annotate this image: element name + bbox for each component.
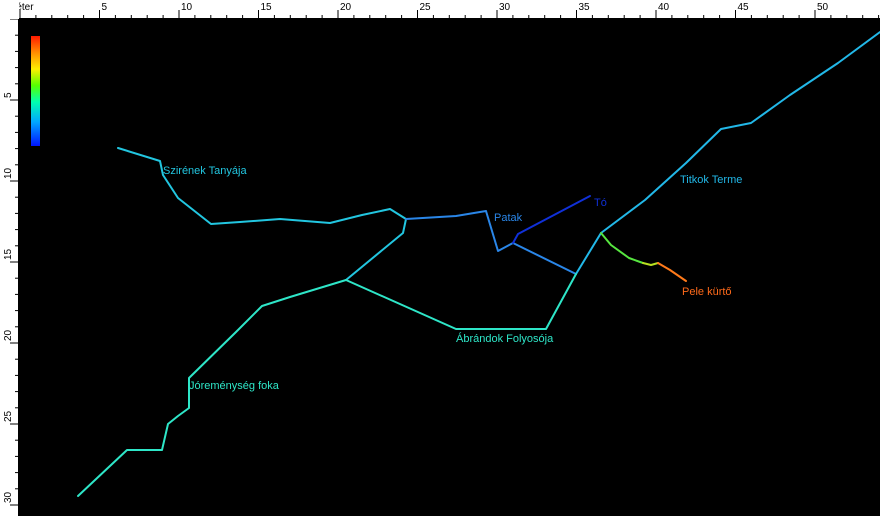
label-titkok: Titkok Terme	[680, 174, 742, 186]
label-patak: Patak	[494, 212, 523, 224]
ruler-y-tick-label: 15	[3, 248, 14, 260]
vertical-ruler-ticks: 5 10 15 20 25 30	[3, 18, 19, 506]
label-to: Tó	[594, 197, 607, 209]
ruler-x-tick-label: 45	[738, 2, 750, 13]
passage-patak-main[interactable]	[405, 210, 577, 275]
passage-to[interactable]	[512, 195, 591, 244]
ruler-x-tick-label: 20	[340, 2, 352, 13]
label-abrandok: Ábrándok Folyosója	[456, 332, 554, 345]
label-pele: Pele kürtő	[682, 286, 732, 298]
ruler-x-tick-label: 35	[579, 2, 591, 13]
map-canvas[interactable]: Szirének Tanyája Patak Tó Titkok Terme P…	[19, 19, 880, 516]
ruler-x-tick-label: 15	[261, 2, 273, 13]
passage-pele-orange[interactable]	[657, 262, 687, 282]
passage-pele-yellow[interactable]	[642, 262, 659, 266]
ruler-x-tick-label: 25	[420, 2, 432, 13]
horizontal-ruler: méter 51015202530354045500	[0, 0, 880, 19]
depth-color-scale-icon	[31, 36, 40, 146]
ruler-x-tick-label: 30	[499, 2, 511, 13]
vertical-ruler-svg: 5 10 15 20 25 30	[3, 0, 19, 516]
horizontal-ruler-ticks: 51015202530354045500	[0, 2, 880, 19]
label-joremenyseg: Jóreménység foka	[189, 380, 280, 392]
horizontal-ruler-svg: méter 51015202530354045500	[0, 2, 880, 19]
passage-titkok[interactable]	[575, 31, 880, 275]
ruler-x-tick-label: 5	[102, 2, 108, 13]
ruler-x-tick-label: 40	[658, 2, 670, 13]
passage-abrandok[interactable]	[345, 273, 577, 330]
ruler-y-tick-label: 20	[3, 329, 14, 341]
passage-sirenek[interactable]	[117, 147, 407, 281]
ruler-y-tick-label: 5	[3, 92, 14, 98]
passage-pele-green[interactable]	[600, 232, 644, 264]
ruler-x-tick-label: 50	[817, 2, 829, 13]
ruler-unit-label: méter	[8, 2, 34, 13]
ruler-corner	[0, 0, 19, 19]
ruler-y-tick-label: 10	[3, 167, 14, 179]
label-sirenek: Szirének Tanyája	[163, 165, 247, 177]
ruler-x-tick-label: 10	[181, 2, 193, 13]
vertical-ruler: 5 10 15 20 25 30	[0, 0, 19, 516]
ruler-y-tick-label: 30	[3, 491, 14, 503]
cave-passages-svg[interactable]: Szirének Tanyája Patak Tó Titkok Terme P…	[19, 19, 880, 516]
passage-joremenyseg[interactable]	[77, 279, 347, 497]
ruler-y-tick-label: 25	[3, 410, 14, 422]
